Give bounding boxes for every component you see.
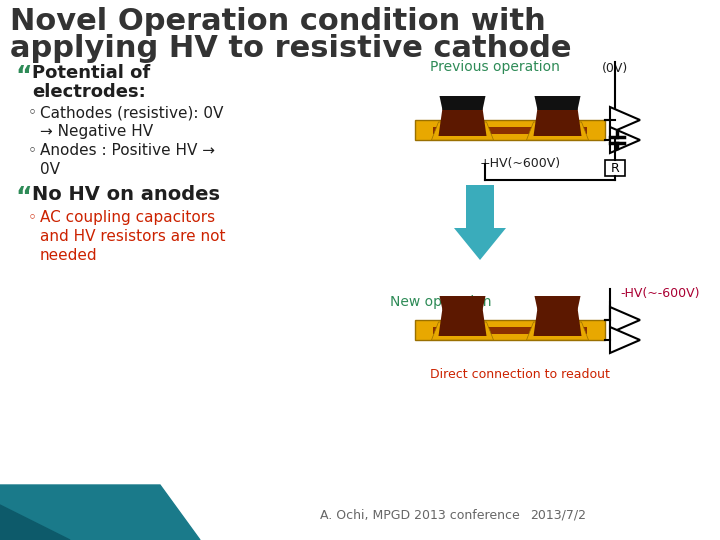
Text: Potential of: Potential of xyxy=(32,64,150,82)
Text: A. Ochi, MPGD 2013 conference: A. Ochi, MPGD 2013 conference xyxy=(320,509,520,522)
Bar xyxy=(433,327,587,334)
Polygon shape xyxy=(454,228,506,260)
Polygon shape xyxy=(526,122,588,140)
Polygon shape xyxy=(610,327,640,353)
Polygon shape xyxy=(438,308,487,336)
Text: ◦: ◦ xyxy=(28,105,37,120)
Text: Previous operation: Previous operation xyxy=(430,60,560,74)
Polygon shape xyxy=(0,485,200,540)
Text: Direct connection to readout: Direct connection to readout xyxy=(430,368,610,381)
Polygon shape xyxy=(438,108,487,136)
Text: -HV(~-600V): -HV(~-600V) xyxy=(620,287,700,300)
Polygon shape xyxy=(431,322,493,340)
Bar xyxy=(433,126,587,133)
Text: Anodes : Positive HV →: Anodes : Positive HV → xyxy=(40,143,215,158)
Text: +HV(~600V): +HV(~600V) xyxy=(480,157,561,170)
Text: Cathodes (resistive): 0V: Cathodes (resistive): 0V xyxy=(40,105,223,120)
Text: → Negative HV: → Negative HV xyxy=(40,124,153,139)
Polygon shape xyxy=(534,108,582,136)
Polygon shape xyxy=(534,96,580,110)
Text: ◦: ◦ xyxy=(28,143,37,158)
Polygon shape xyxy=(439,96,485,110)
Text: Novel Operation condition with: Novel Operation condition with xyxy=(10,7,546,36)
Text: No HV on anodes: No HV on anodes xyxy=(32,185,220,204)
Polygon shape xyxy=(526,322,588,340)
Bar xyxy=(415,120,605,140)
Polygon shape xyxy=(439,296,485,310)
Polygon shape xyxy=(534,308,582,336)
Text: 0V: 0V xyxy=(40,162,60,177)
Text: 2013/7/2: 2013/7/2 xyxy=(530,509,586,522)
Polygon shape xyxy=(610,127,640,153)
Polygon shape xyxy=(534,296,580,310)
Text: applying HV to resistive cathode: applying HV to resistive cathode xyxy=(10,34,572,63)
Text: (0V): (0V) xyxy=(602,62,628,75)
Text: and HV resistors are not: and HV resistors are not xyxy=(40,229,225,244)
Bar xyxy=(415,320,605,340)
Text: “: “ xyxy=(15,185,32,209)
Polygon shape xyxy=(431,122,493,140)
Bar xyxy=(466,185,494,228)
Text: ◦: ◦ xyxy=(28,210,37,225)
Text: needed: needed xyxy=(40,248,98,263)
Text: AC coupling capacitors: AC coupling capacitors xyxy=(40,210,215,225)
Text: New operation: New operation xyxy=(390,295,492,309)
Polygon shape xyxy=(610,107,640,133)
Polygon shape xyxy=(0,505,70,540)
FancyBboxPatch shape xyxy=(605,160,625,176)
Text: “: “ xyxy=(15,64,32,88)
Polygon shape xyxy=(610,307,640,333)
Text: electrodes:: electrodes: xyxy=(32,83,145,101)
Text: R: R xyxy=(611,161,619,174)
